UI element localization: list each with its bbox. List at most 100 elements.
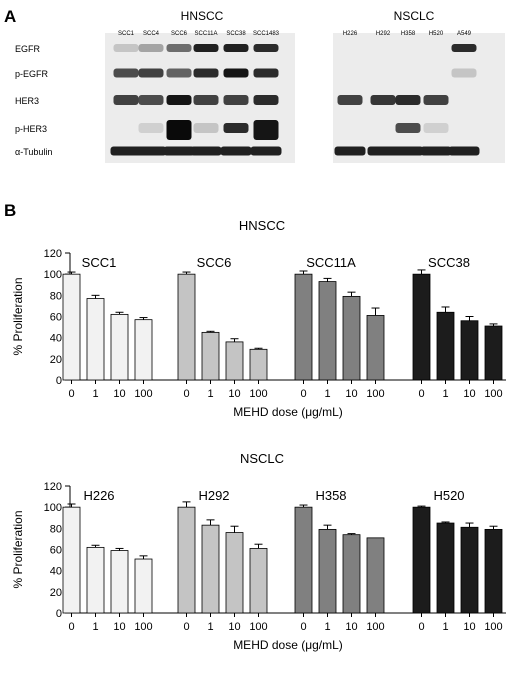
blot-band bbox=[223, 44, 249, 52]
blot-lane-label: SCC4 bbox=[143, 31, 160, 37]
y-tick-label: 80 bbox=[50, 290, 62, 302]
bar bbox=[110, 313, 129, 381]
blot-band bbox=[223, 68, 249, 78]
bar bbox=[134, 319, 153, 381]
blot-band bbox=[423, 123, 449, 133]
blot-band bbox=[253, 44, 279, 52]
series-label: H358 bbox=[315, 488, 346, 503]
x-tick-label: 1 bbox=[442, 621, 448, 633]
x-axis-label: MEHD dose (μg/mL) bbox=[233, 405, 343, 419]
blot-band bbox=[423, 95, 449, 105]
blot-group-label: NSCLC bbox=[394, 9, 435, 23]
blot-band bbox=[395, 95, 421, 105]
x-tick-label: 1 bbox=[442, 388, 448, 400]
blot-band bbox=[250, 146, 282, 156]
x-tick-label: 100 bbox=[134, 388, 152, 400]
x-tick-label: 0 bbox=[418, 388, 424, 400]
series-label: H292 bbox=[198, 488, 229, 503]
blot-lane-label: H358 bbox=[401, 31, 416, 37]
y-tick-label: 40 bbox=[50, 566, 62, 578]
x-tick-label: 10 bbox=[113, 388, 125, 400]
blot-lane-label: SCC1483 bbox=[253, 31, 280, 37]
blot-band bbox=[451, 68, 477, 78]
bar bbox=[460, 320, 479, 381]
chart-title: NSCLC bbox=[240, 451, 284, 466]
bar bbox=[412, 273, 431, 381]
y-tick-label: 0 bbox=[56, 608, 62, 620]
series-label: SCC11A bbox=[306, 255, 356, 270]
bar bbox=[436, 311, 455, 381]
x-tick-label: 0 bbox=[300, 621, 306, 633]
x-tick-label: 10 bbox=[463, 621, 475, 633]
blot-lane-label: H292 bbox=[376, 31, 391, 37]
blot-lane-label: SCC38 bbox=[226, 31, 246, 37]
y-tick-label: 0 bbox=[56, 375, 62, 387]
blot-row-label: p-EGFR bbox=[15, 69, 49, 79]
x-tick-label: 1 bbox=[92, 621, 98, 633]
blot-band bbox=[253, 120, 279, 140]
x-tick-label: 1 bbox=[92, 388, 98, 400]
blot-band bbox=[138, 123, 164, 133]
x-tick-label: 0 bbox=[418, 621, 424, 633]
x-tick-label: 1 bbox=[324, 621, 330, 633]
blot-band bbox=[420, 146, 452, 156]
blot-band bbox=[334, 146, 366, 156]
x-tick-label: 100 bbox=[484, 621, 502, 633]
x-tick-label: 100 bbox=[366, 621, 384, 633]
y-tick-label: 40 bbox=[50, 333, 62, 345]
x-tick-label: 10 bbox=[463, 388, 475, 400]
chart-title: HNSCC bbox=[239, 218, 285, 233]
bar bbox=[249, 348, 268, 381]
y-tick-label: 20 bbox=[50, 587, 62, 599]
blot-band bbox=[451, 44, 477, 52]
blot-band bbox=[223, 123, 249, 133]
x-tick-label: 10 bbox=[228, 388, 240, 400]
x-tick-label: 0 bbox=[68, 621, 74, 633]
bar bbox=[201, 331, 220, 381]
series-label: H520 bbox=[433, 488, 464, 503]
blot-band bbox=[193, 44, 219, 52]
blot-band bbox=[448, 146, 480, 156]
blot-row-label: HER3 bbox=[15, 96, 39, 106]
bar bbox=[134, 558, 153, 614]
bar bbox=[294, 506, 313, 614]
blot-band bbox=[395, 123, 421, 133]
x-tick-label: 0 bbox=[183, 388, 189, 400]
blot-lane-label: A549 bbox=[457, 31, 472, 37]
bar bbox=[86, 546, 105, 614]
bar bbox=[62, 273, 81, 381]
blot-band bbox=[163, 146, 195, 156]
x-tick-label: 100 bbox=[484, 388, 502, 400]
x-tick-label: 100 bbox=[249, 621, 267, 633]
bar bbox=[484, 528, 503, 614]
blot-band bbox=[193, 95, 219, 105]
bar bbox=[110, 550, 129, 614]
y-tick-label: 20 bbox=[50, 354, 62, 366]
bar bbox=[460, 526, 479, 614]
blot-band bbox=[392, 146, 424, 156]
bar bbox=[318, 281, 337, 381]
y-tick-label: 100 bbox=[44, 269, 62, 281]
bar bbox=[62, 506, 81, 614]
blot-band bbox=[138, 44, 164, 52]
bar bbox=[249, 548, 268, 614]
bar bbox=[366, 315, 385, 381]
bar bbox=[225, 341, 244, 381]
y-tick-label: 120 bbox=[44, 481, 62, 493]
bar bbox=[342, 534, 361, 614]
bar bbox=[225, 532, 244, 614]
bar bbox=[342, 295, 361, 381]
y-tick-label: 80 bbox=[50, 523, 62, 535]
x-tick-label: 10 bbox=[345, 621, 357, 633]
blot-band bbox=[138, 68, 164, 78]
blot-band bbox=[166, 95, 192, 105]
y-tick-label: 100 bbox=[44, 502, 62, 514]
blot-row-label: EGFR bbox=[15, 44, 41, 54]
x-tick-label: 100 bbox=[366, 388, 384, 400]
blot-band bbox=[220, 146, 252, 156]
blot-lane-label: SCC11A bbox=[195, 31, 218, 37]
blot-band bbox=[135, 146, 167, 156]
blot-band bbox=[193, 123, 219, 133]
